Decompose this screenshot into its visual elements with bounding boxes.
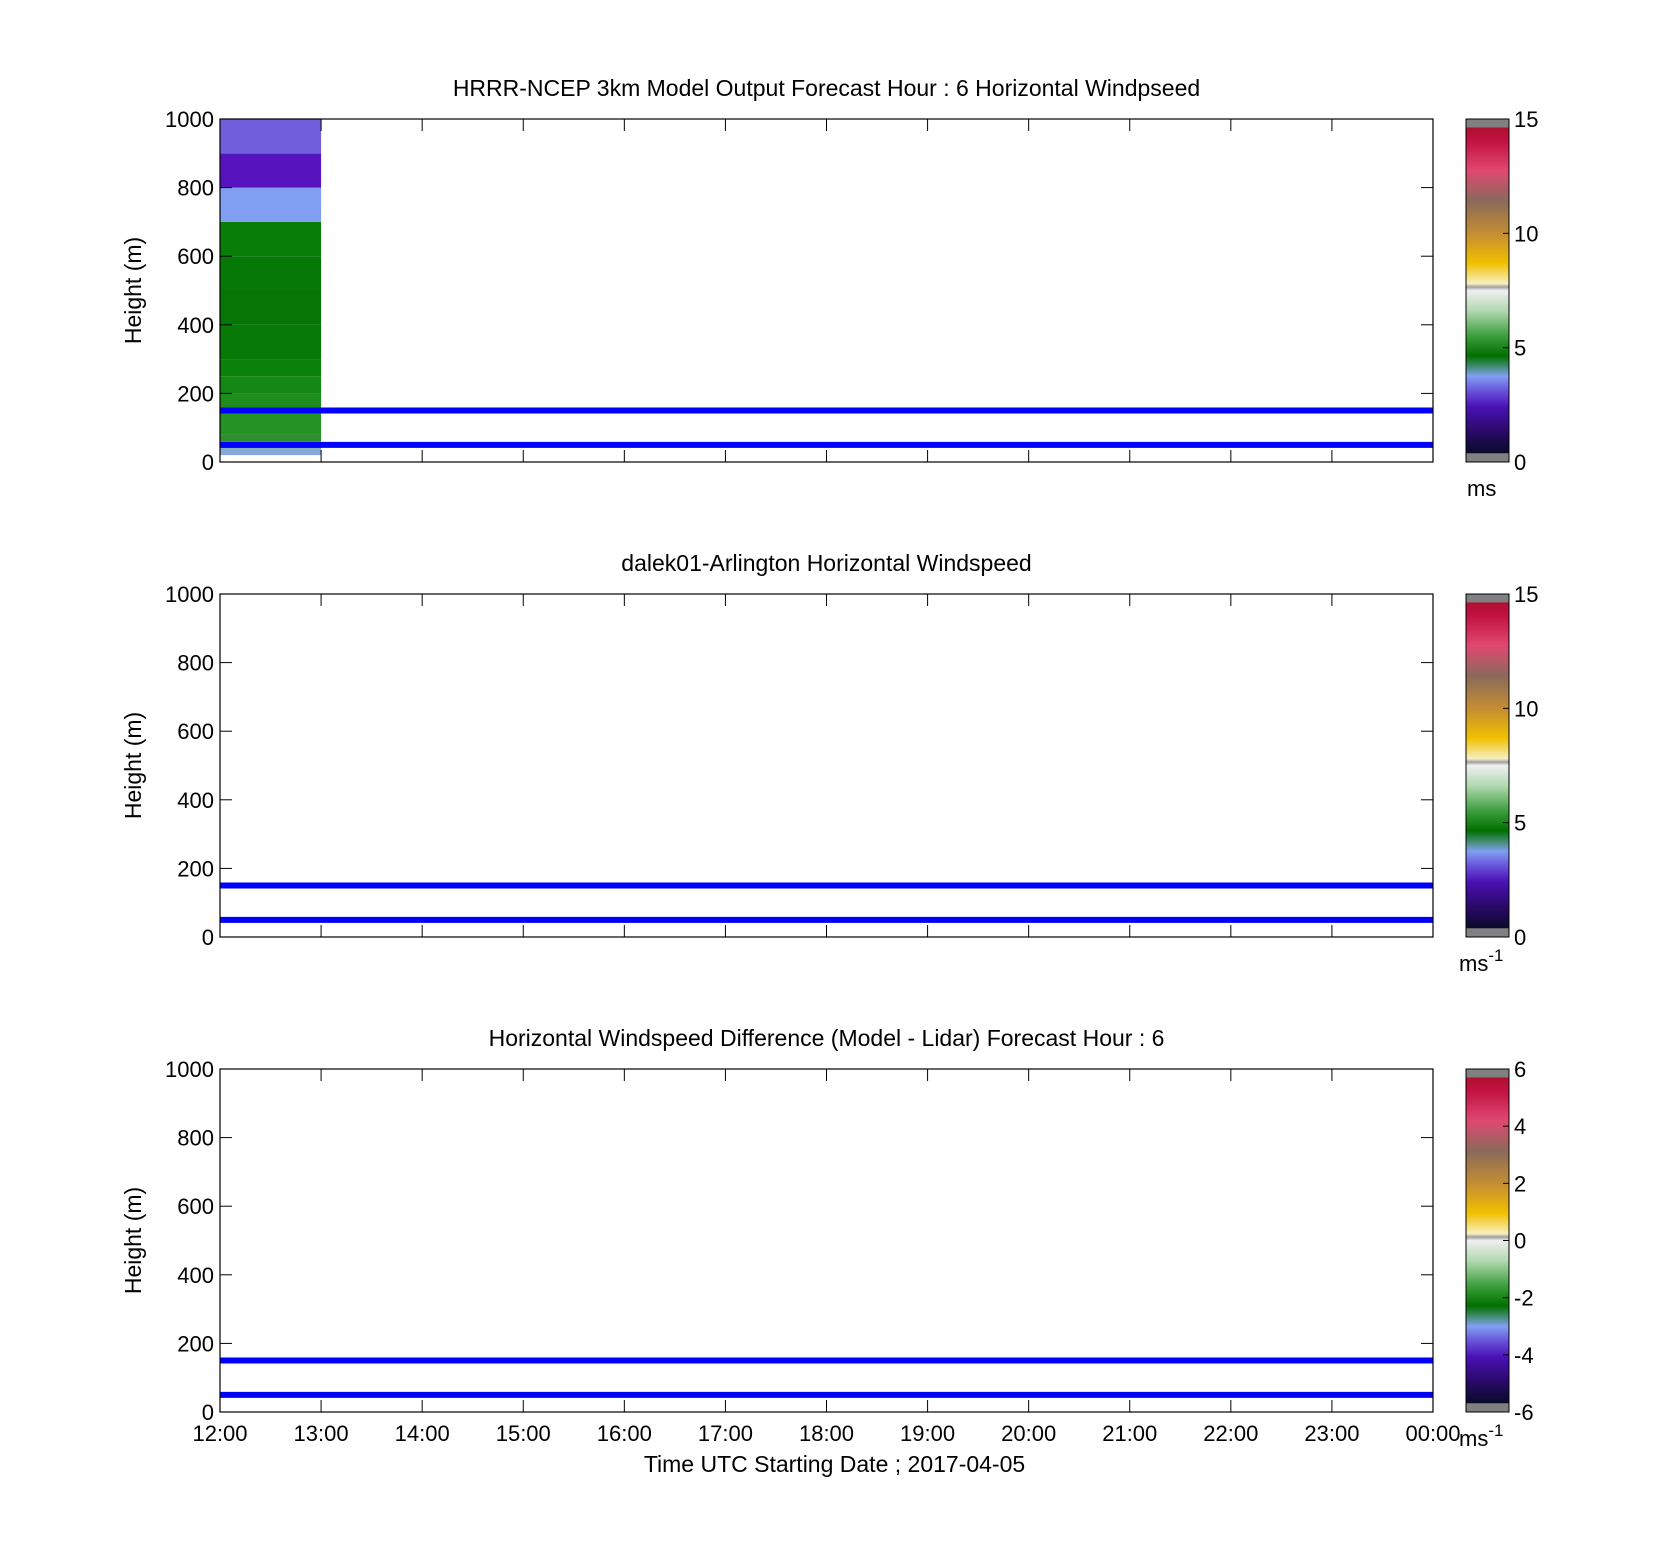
heatmap-cell: [220, 359, 322, 377]
panel-title: dalek01-Arlington Horizontal Windspeed: [621, 550, 1031, 576]
colorbar-tick-label: 0: [1514, 925, 1526, 950]
y-tick-label: 400: [177, 1263, 214, 1288]
y-tick-label: 400: [177, 788, 214, 813]
y-axis-label: Height (m): [120, 237, 146, 344]
colorbar: -6 -4 -2 0 2 4 6 ms-1: [1459, 1057, 1534, 1451]
x-tick-label: 17:00: [698, 1421, 753, 1446]
heatmap-cell: [220, 393, 322, 411]
y-tick-label: 0: [202, 925, 214, 950]
y-tick-label: 0: [202, 450, 214, 475]
colorbar-tick-label: 5: [1514, 336, 1526, 361]
colorbar-unit: ms-1: [1459, 946, 1503, 976]
colorbar-tick-label: 10: [1514, 221, 1538, 246]
heatmap-cell: [220, 256, 322, 291]
x-tick-label: 16:00: [597, 1421, 652, 1446]
x-tick-label: 13:00: [294, 1421, 349, 1446]
x-tick-label: 12:00: [192, 1421, 247, 1446]
heatmap-cell: [220, 448, 322, 456]
colorbar: 0 5 10 15 ms-1: [1459, 582, 1538, 976]
y-tick-label: 600: [177, 719, 214, 744]
heatmap-cell: [220, 410, 322, 435]
heatmap-cell: [220, 119, 322, 154]
colorbar-unit: ms: [1467, 476, 1496, 501]
colorbar-gradient: [1465, 118, 1510, 463]
y-tick-label: 0: [202, 1400, 214, 1425]
heatmap-cell: [220, 187, 322, 222]
y-tick-label: 200: [177, 381, 214, 406]
heatmap-cell: [220, 324, 322, 360]
colorbar-tick-label: 15: [1514, 107, 1538, 132]
y-tick-label: 800: [177, 651, 214, 676]
x-tick-label: 18:00: [799, 1421, 854, 1446]
y-tick-label: 800: [177, 176, 214, 201]
heatmap-cell: [220, 376, 322, 394]
x-tick-label: 21:00: [1102, 1421, 1157, 1446]
x-tick-label: 19:00: [900, 1421, 955, 1446]
y-tick-label: 600: [177, 1194, 214, 1219]
y-tick-label: 400: [177, 313, 214, 338]
x-axis-label: Time UTC Starting Date ; 2017-04-05: [644, 1451, 1025, 1477]
colorbar-unit-superscript: -1: [1488, 1421, 1503, 1440]
x-tick-label: 22:00: [1203, 1421, 1258, 1446]
colorbar-tick-label: 15: [1514, 582, 1538, 607]
y-tick-label: 1000: [165, 107, 214, 132]
panel-title: HRRR-NCEP 3km Model Output Forecast Hour…: [453, 75, 1200, 101]
y-axis-label: Height (m): [120, 712, 146, 819]
colorbar-tick-label: -6: [1514, 1400, 1534, 1425]
colorbar-tick-label: 6: [1514, 1057, 1526, 1082]
colorbar-tick-label: 0: [1514, 450, 1526, 475]
heatmap-cell: [220, 434, 322, 442]
x-tick-label: 00:00: [1405, 1421, 1460, 1446]
y-tick-label: 200: [177, 1331, 214, 1356]
x-tick-label: 23:00: [1304, 1421, 1359, 1446]
colorbar-gradient: [1465, 593, 1510, 938]
y-tick-label: 800: [177, 1126, 214, 1151]
colorbar-tick-label: -4: [1514, 1343, 1534, 1368]
colorbar-tick-label: 4: [1514, 1114, 1526, 1139]
x-tick-label: 15:00: [496, 1421, 551, 1446]
y-tick-label: 200: [177, 856, 214, 881]
y-axis-label: Height (m): [120, 1187, 146, 1294]
colorbar-tick-label: -2: [1514, 1286, 1534, 1311]
panel-title: Horizontal Windspeed Difference (Model -…: [489, 1025, 1165, 1051]
colorbar-unit: ms-1: [1459, 1421, 1503, 1451]
colorbar-tick-label: 2: [1514, 1171, 1526, 1196]
heatmap-cell: [220, 153, 322, 188]
panel-2: 0 200 400 600 800 1000 dalek01-Arlington Horiz…: [120, 550, 1538, 976]
colorbar-unit-superscript: -1: [1488, 946, 1503, 965]
panel-3: 12:00 13:00 14:00 15:00 16:00 17:00 18:00 19:00…: [120, 1025, 1534, 1451]
x-tick-label: 20:00: [1001, 1421, 1056, 1446]
panel-1: 0 200 400 600 800 1000 HRRR-NCEP 3km Model Out…: [120, 75, 1538, 501]
colorbar-tick-label: 10: [1514, 696, 1538, 721]
colorbar-tick-label: 5: [1514, 811, 1526, 836]
colorbar: 0 5 10 15 ms: [1465, 107, 1538, 501]
y-tick-label: 600: [177, 244, 214, 269]
heatmap-cell: [220, 221, 322, 257]
heatmap-cell: [220, 290, 322, 325]
y-tick-label: 1000: [165, 582, 214, 607]
colorbar-tick-label: 0: [1514, 1229, 1526, 1254]
x-tick-label: 14:00: [395, 1421, 450, 1446]
y-tick-label: 1000: [165, 1057, 214, 1082]
colorbar-gradient: [1465, 1068, 1510, 1413]
